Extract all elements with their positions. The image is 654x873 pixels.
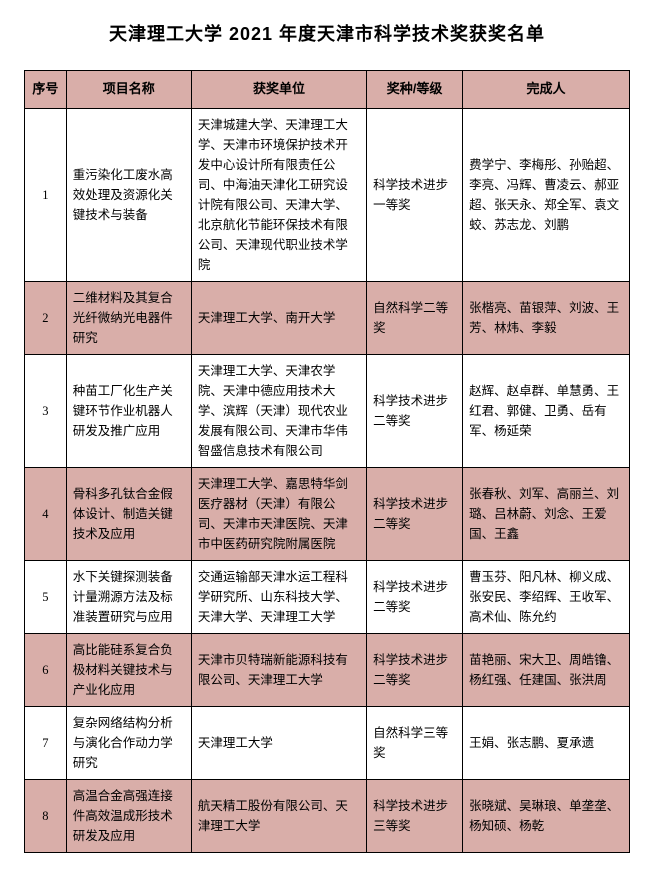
cell-org: 天津理工大学、南开大学 [191, 281, 366, 354]
cell-name: 重污染化工废水高效处理及资源化关键技术与装备 [66, 108, 191, 281]
table-row: 7复杂网络结构分析与演化合作动力学研究天津理工大学自然科学三等奖王娟、张志鹏、夏… [25, 706, 630, 779]
cell-award: 自然科学二等奖 [367, 281, 463, 354]
cell-org: 天津市贝特瑞新能源科技有限公司、天津理工大学 [191, 633, 366, 706]
cell-idx: 5 [25, 560, 67, 633]
cell-people: 赵辉、赵卓群、单慧勇、王红君、郭健、卫勇、岳有军、杨延荣 [463, 354, 630, 467]
cell-award: 科学技术进步二等奖 [367, 633, 463, 706]
cell-people: 费学宁、李梅彤、孙贻超、李亮、冯辉、曹凌云、郝亚超、张天永、郑全军、袁文蛟、苏志… [463, 108, 630, 281]
table-row: 4骨科多孔钛合金假体设计、制造关键技术及应用天津理工大学、嘉思特华剑医疗器材（天… [25, 467, 630, 560]
table-row: 3种苗工厂化生产关键环节作业机器人研发及推广应用天津理工大学、天津农学院、天津中… [25, 354, 630, 467]
cell-name: 高温合金高强连接件高效温成形技术研发及应用 [66, 779, 191, 852]
page-title: 天津理工大学 2021 年度天津市科学技术奖获奖名单 [24, 20, 630, 46]
col-header-award: 奖种/等级 [367, 71, 463, 109]
cell-org: 航天精工股份有限公司、天津理工大学 [191, 779, 366, 852]
cell-award: 科学技术进步二等奖 [367, 467, 463, 560]
cell-award: 科学技术进步二等奖 [367, 354, 463, 467]
cell-org: 天津理工大学 [191, 706, 366, 779]
cell-idx: 7 [25, 706, 67, 779]
table-row: 5水下关键探测装备计量溯源方法及标准装置研究与应用交通运输部天津水运工程科学研究… [25, 560, 630, 633]
table-row: 8高温合金高强连接件高效温成形技术研发及应用航天精工股份有限公司、天津理工大学科… [25, 779, 630, 852]
cell-name: 水下关键探测装备计量溯源方法及标准装置研究与应用 [66, 560, 191, 633]
cell-people: 张楷亮、苗银萍、刘波、王芳、林炜、李毅 [463, 281, 630, 354]
cell-idx: 6 [25, 633, 67, 706]
cell-idx: 3 [25, 354, 67, 467]
cell-award: 自然科学三等奖 [367, 706, 463, 779]
table-row: 1重污染化工废水高效处理及资源化关键技术与装备天津城建大学、天津理工大学、天津市… [25, 108, 630, 281]
cell-people: 苗艳丽、宋大卫、周皓镥、杨红强、任建国、张洪周 [463, 633, 630, 706]
table-body: 1重污染化工废水高效处理及资源化关键技术与装备天津城建大学、天津理工大学、天津市… [25, 108, 630, 852]
cell-org: 交通运输部天津水运工程科学研究所、山东科技大学、天津大学、天津理工大学 [191, 560, 366, 633]
cell-award: 科学技术进步三等奖 [367, 779, 463, 852]
table-header-row: 序号 项目名称 获奖单位 奖种/等级 完成人 [25, 71, 630, 109]
cell-name: 种苗工厂化生产关键环节作业机器人研发及推广应用 [66, 354, 191, 467]
cell-org: 天津理工大学、嘉思特华剑医疗器材（天津）有限公司、天津市天津医院、天津市中医药研… [191, 467, 366, 560]
cell-name: 复杂网络结构分析与演化合作动力学研究 [66, 706, 191, 779]
award-table: 序号 项目名称 获奖单位 奖种/等级 完成人 1重污染化工废水高效处理及资源化关… [24, 70, 630, 853]
col-header-idx: 序号 [25, 71, 67, 109]
cell-idx: 4 [25, 467, 67, 560]
cell-people: 张春秋、刘军、高丽兰、刘璐、吕林蔚、刘念、王爱国、王鑫 [463, 467, 630, 560]
cell-name: 骨科多孔钛合金假体设计、制造关键技术及应用 [66, 467, 191, 560]
cell-people: 王娟、张志鹏、夏承遗 [463, 706, 630, 779]
table-row: 2二维材料及其复合光纤微纳光电器件研究天津理工大学、南开大学自然科学二等奖张楷亮… [25, 281, 630, 354]
col-header-name: 项目名称 [66, 71, 191, 109]
cell-people: 曹玉芬、阳凡林、柳义成、张安民、李绍辉、王收军、高术仙、陈允约 [463, 560, 630, 633]
cell-name: 高比能硅系复合负极材料关键技术与产业化应用 [66, 633, 191, 706]
col-header-org: 获奖单位 [191, 71, 366, 109]
table-row: 6高比能硅系复合负极材料关键技术与产业化应用天津市贝特瑞新能源科技有限公司、天津… [25, 633, 630, 706]
cell-idx: 8 [25, 779, 67, 852]
cell-award: 科学技术进步一等奖 [367, 108, 463, 281]
cell-award: 科学技术进步二等奖 [367, 560, 463, 633]
cell-org: 天津理工大学、天津农学院、天津中德应用技术大学、滨辉（天津）现代农业发展有限公司… [191, 354, 366, 467]
cell-idx: 1 [25, 108, 67, 281]
cell-org: 天津城建大学、天津理工大学、天津市环境保护技术开发中心设计所有限责任公司、中海油… [191, 108, 366, 281]
cell-idx: 2 [25, 281, 67, 354]
col-header-people: 完成人 [463, 71, 630, 109]
cell-name: 二维材料及其复合光纤微纳光电器件研究 [66, 281, 191, 354]
cell-people: 张晓斌、吴琳琅、单垄垄、杨知硕、杨乾 [463, 779, 630, 852]
